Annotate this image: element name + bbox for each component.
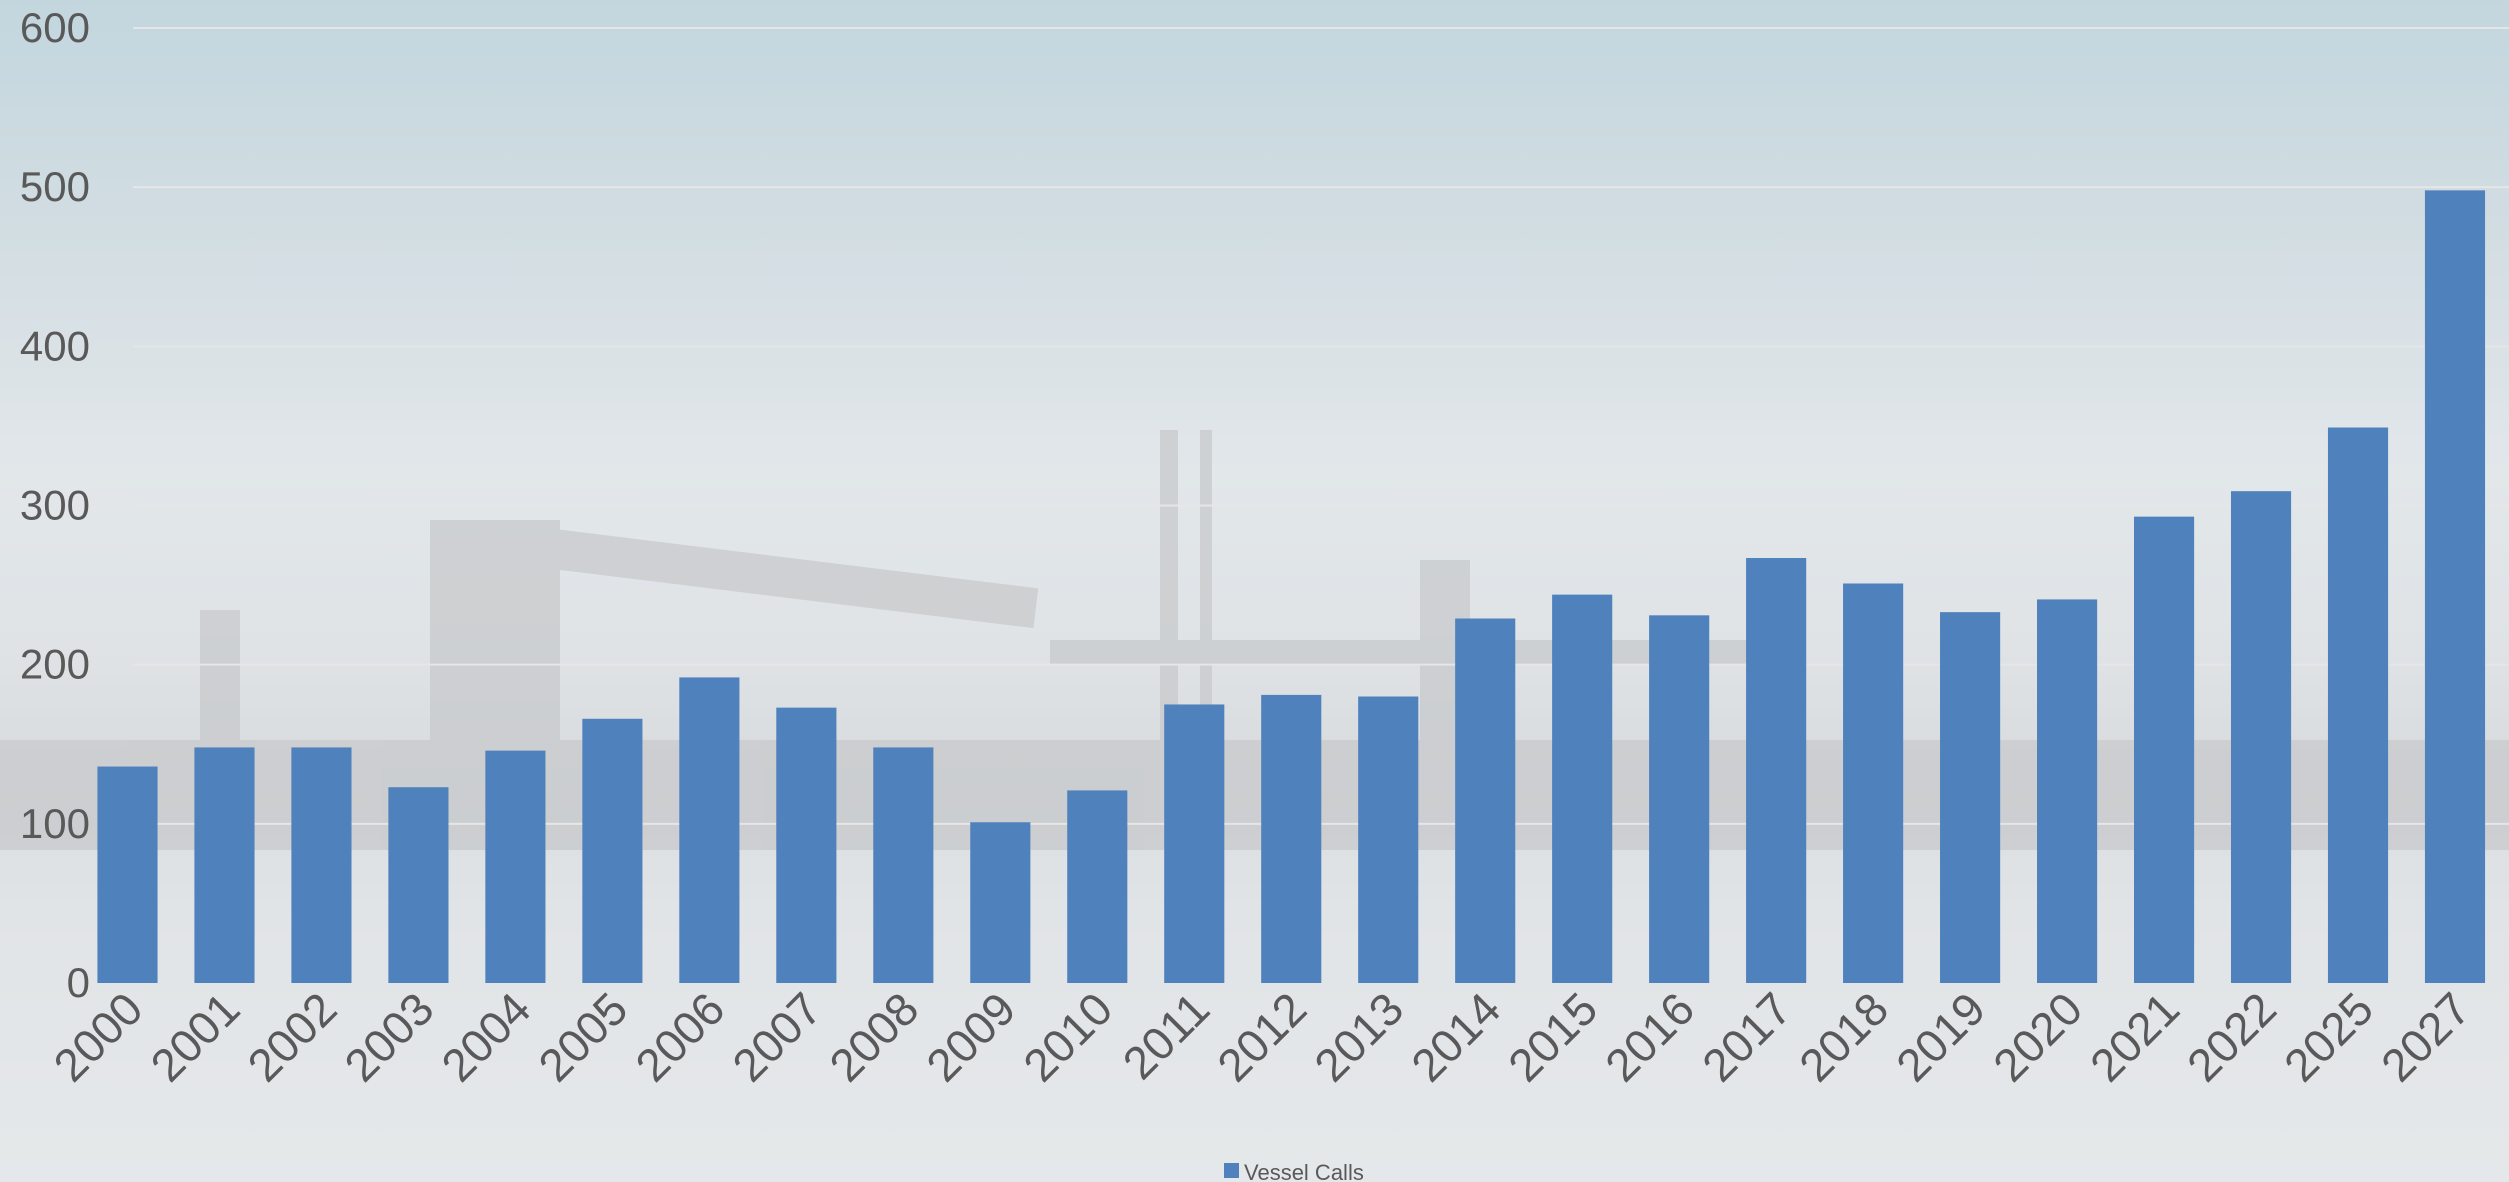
bar-2014: [1455, 619, 1515, 983]
x-tick-label: 2003: [334, 982, 443, 1091]
bar-2001: [194, 747, 254, 983]
x-tick-label: 2006: [625, 982, 734, 1091]
x-tick-label: 2007: [722, 982, 831, 1091]
x-tick-label: 2002: [237, 982, 346, 1091]
bar-2007: [776, 708, 836, 983]
bar-2019: [1940, 612, 2000, 983]
bar-2008: [873, 747, 933, 983]
bar-2027: [2425, 190, 2485, 983]
x-tick-label: 2019: [1886, 982, 1995, 1091]
bar-2025: [2328, 428, 2388, 983]
y-tick-label: 300: [20, 482, 90, 529]
bar-2020: [2037, 599, 2097, 983]
x-tick-label: 2012: [1207, 982, 1316, 1091]
y-tick-label: 200: [20, 641, 90, 688]
x-axis: 2000200120022003200420052006200720082009…: [43, 982, 2480, 1091]
x-tick-label: 2018: [1789, 982, 1898, 1091]
x-tick-label: 2025: [2274, 982, 2383, 1091]
bar-series: [97, 190, 2485, 983]
bar-2015: [1552, 595, 1612, 983]
x-tick-label: 2027: [2371, 982, 2480, 1091]
legend-swatch: [1224, 1163, 1239, 1178]
y-tick-label: 100: [20, 800, 90, 847]
x-tick-label: 2020: [1983, 982, 2092, 1091]
bar-2009: [970, 822, 1030, 983]
bar-2005: [582, 719, 642, 983]
x-tick-label: 2014: [1401, 982, 1510, 1091]
bar-2013: [1358, 697, 1418, 984]
bar-2010: [1067, 790, 1127, 983]
x-tick-label: 2017: [1692, 982, 1801, 1091]
bar-2022: [2231, 491, 2291, 983]
y-tick-label: 0: [67, 959, 90, 1006]
bar-2021: [2134, 517, 2194, 983]
bar-2006: [679, 677, 739, 983]
x-tick-label: 2011: [1113, 982, 1220, 1089]
bar-2000: [97, 767, 157, 983]
x-tick-label: 2015: [1498, 982, 1607, 1091]
y-tick-label: 400: [20, 322, 90, 369]
x-tick-label: 2001: [140, 982, 249, 1091]
bar-2004: [485, 751, 545, 983]
x-tick-label: 2013: [1304, 982, 1413, 1091]
bar-2012: [1261, 695, 1321, 983]
x-tick-label: 2016: [1595, 982, 1704, 1091]
x-tick-label: 2004: [431, 982, 540, 1091]
y-tick-label: 600: [20, 4, 90, 51]
x-tick-label: 2021: [2080, 982, 2189, 1091]
x-tick-label: 2022: [2177, 982, 2286, 1091]
legend-label: Vessel Calls: [1244, 1160, 1364, 1182]
bar-2011: [1164, 704, 1224, 983]
bar-2017: [1746, 558, 1806, 983]
y-axis: 0 100 200 300 400 500 600: [20, 4, 90, 1006]
x-tick-label: 2009: [916, 982, 1025, 1091]
x-tick-label: 2008: [819, 982, 928, 1091]
x-tick-label: 2000: [43, 982, 152, 1091]
bar-2002: [291, 747, 351, 983]
x-tick-label: 2010: [1013, 982, 1122, 1091]
x-tick-label: 2005: [528, 982, 637, 1091]
bar-2018: [1843, 583, 1903, 983]
legend: Vessel Calls: [1224, 1160, 1364, 1182]
bar-2016: [1649, 615, 1709, 983]
y-tick-label: 500: [20, 163, 90, 210]
bar-2003: [388, 787, 448, 983]
